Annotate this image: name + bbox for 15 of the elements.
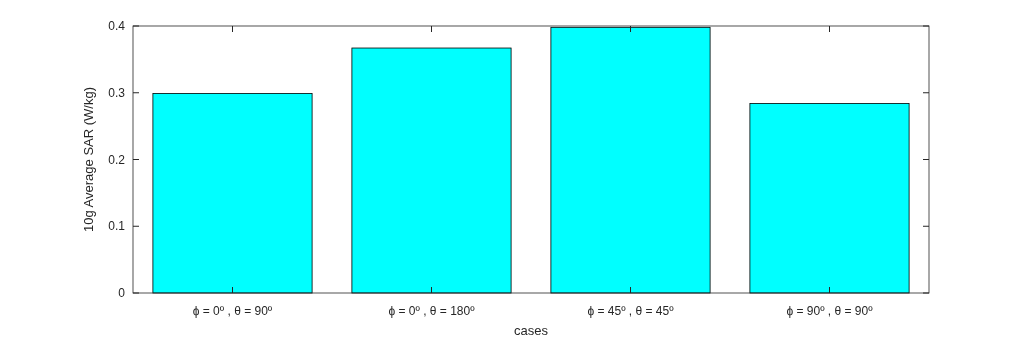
x-tick-label: ϕ = 0º , θ = 90º <box>192 304 273 318</box>
y-tick-label: 0.1 <box>108 219 126 234</box>
x-axis-title: cases <box>514 323 549 338</box>
y-tick-label: 0.3 <box>108 85 126 100</box>
y-axis-title: 10g Average SAR (W/kg) <box>81 87 96 232</box>
y-tick-label: 0.4 <box>108 19 126 34</box>
y-tick-label: 0 <box>118 286 126 301</box>
x-tick-label: ϕ = 0º , θ = 180º <box>388 304 476 318</box>
bar <box>152 93 313 294</box>
bar <box>749 103 910 294</box>
y-tick-label: 0.2 <box>108 152 126 167</box>
x-tick-label: ϕ = 45º , θ = 45º <box>587 304 675 318</box>
x-tick-label: ϕ = 90º , θ = 90º <box>786 304 874 318</box>
bar <box>351 47 512 294</box>
bar <box>550 26 711 294</box>
